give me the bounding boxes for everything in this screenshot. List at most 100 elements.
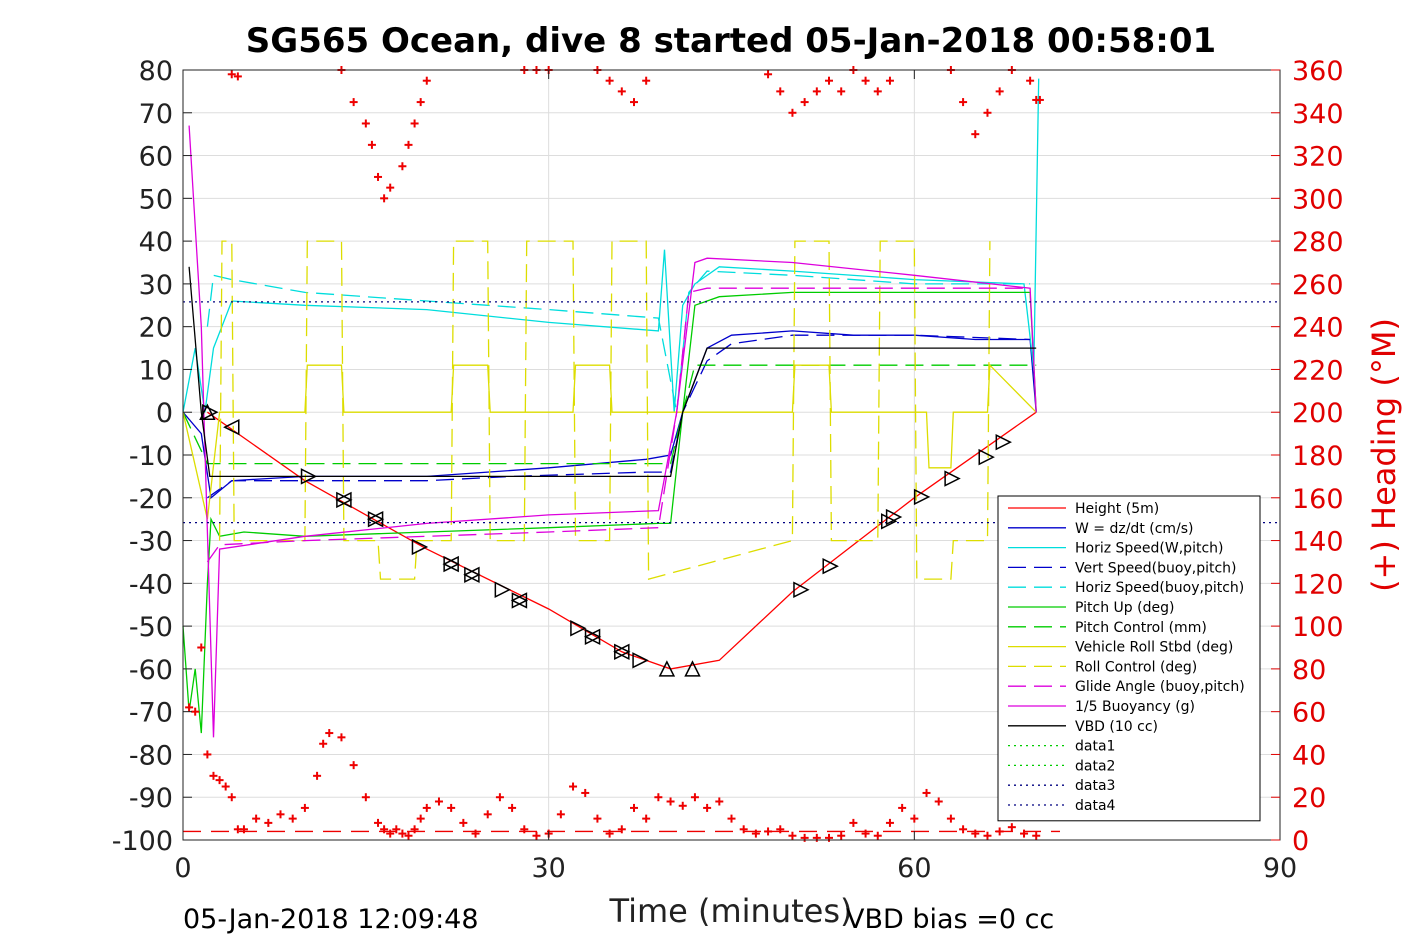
x-tick-label: 30	[531, 853, 565, 884]
y-tick-label: -60	[129, 655, 173, 686]
heading-point	[203, 750, 212, 759]
heading-point	[849, 818, 858, 827]
y2-tick-label: 40	[1292, 740, 1326, 771]
heading-point	[1020, 829, 1029, 838]
footer-timestamp: 05-Jan-2018 12:09:48	[183, 904, 479, 935]
series-line-3	[207, 334, 1031, 499]
heading-point	[788, 831, 797, 840]
heading-point	[386, 183, 395, 192]
heading-point	[581, 788, 590, 797]
triangle-marker-right	[880, 513, 898, 530]
heading-point	[885, 76, 894, 85]
heading-point	[434, 797, 443, 806]
series-line-4	[206, 270, 1031, 413]
heading-point	[404, 831, 413, 840]
heading-point	[380, 825, 389, 834]
heading-point	[495, 793, 504, 802]
legend-entry: data4	[1075, 798, 1116, 814]
heading-point	[349, 761, 358, 770]
heading-point	[605, 76, 614, 85]
y2-tick-label: 360	[1292, 56, 1344, 87]
legend-entry: Pitch Up (deg)	[1075, 600, 1174, 616]
heading-point	[374, 172, 383, 181]
triangle-marker-right	[913, 488, 931, 506]
heading-point	[209, 771, 218, 780]
heading-point	[221, 782, 230, 791]
legend: Height (5m) W = dz/dt (cm/s) Horiz Speed(W…	[997, 495, 1261, 822]
heading-point	[361, 793, 370, 802]
heading-point	[800, 833, 809, 842]
series-line-9	[206, 287, 1031, 563]
heading-point	[690, 793, 699, 802]
triangle-marker-left	[510, 592, 528, 609]
y-tick-label: -100	[112, 826, 173, 857]
heading-point	[1032, 95, 1041, 104]
legend-entry: Roll Control (deg)	[1075, 659, 1197, 675]
heading-point	[812, 833, 821, 842]
footer-vbd-bias: VBD bias =0 cc	[846, 904, 1054, 935]
y-tick-label: -10	[129, 441, 173, 472]
heading-point	[398, 829, 407, 838]
heading-point	[361, 119, 370, 128]
legend-entry: Vehicle Roll Stbd (deg)	[1075, 640, 1233, 656]
triangle-marker-right	[202, 404, 219, 421]
heading-point	[374, 818, 383, 827]
heading-point	[703, 803, 712, 812]
triangle-marker-left	[442, 555, 459, 573]
heading-point	[861, 76, 870, 85]
heading-point	[654, 793, 663, 802]
heading-point	[416, 98, 425, 107]
y2-tick-label: 120	[1292, 569, 1344, 600]
y2-tick-label: 340	[1292, 99, 1344, 130]
heading-point	[1007, 823, 1016, 832]
series-line-8	[218, 240, 991, 580]
heading-point	[349, 98, 358, 107]
x-tick-label: 60	[897, 853, 931, 884]
series-line-7	[182, 363, 1037, 520]
heading-point	[825, 76, 834, 85]
heading-point	[422, 76, 431, 85]
triangle-marker-left	[335, 491, 352, 509]
y-tick-label: 50	[139, 184, 173, 215]
heading-point	[837, 87, 846, 96]
heading-point	[629, 98, 638, 107]
series-line-10	[188, 125, 1037, 738]
triangle-marker-right	[494, 581, 512, 598]
heading-point	[837, 831, 846, 840]
heading-point	[410, 825, 419, 834]
heading-point	[227, 70, 236, 79]
heading-point	[197, 643, 206, 652]
heading-point	[617, 87, 626, 96]
heading-point	[764, 70, 773, 79]
legend-entry: data1	[1075, 739, 1115, 755]
y2-tick-label: 280	[1292, 227, 1344, 258]
y2-tick-label: 300	[1292, 184, 1344, 215]
y2-tick-label: 220	[1292, 355, 1344, 386]
heading-point	[416, 814, 425, 823]
y2-tick-label: 0	[1292, 826, 1309, 857]
heading-point	[825, 833, 834, 842]
heading-point	[678, 801, 687, 810]
triangle-marker-up	[684, 660, 701, 677]
y2-tick-label: 200	[1292, 398, 1344, 429]
heading-point	[861, 829, 870, 838]
heading-point	[264, 818, 273, 827]
y-tick-label: 40	[139, 227, 173, 258]
legend-entry: data3	[1075, 778, 1115, 794]
heading-point	[995, 827, 1004, 836]
heading-point	[629, 803, 638, 812]
heading-point	[873, 87, 882, 96]
heading-point	[447, 803, 456, 812]
heading-point	[239, 825, 248, 834]
y-tick-label: 30	[139, 270, 173, 301]
y2-tick-label: 80	[1292, 655, 1326, 686]
heading-point	[764, 827, 773, 836]
heading-point	[983, 108, 992, 117]
plot-area	[182, 66, 1280, 842]
heading-point	[812, 87, 821, 96]
triangle-marker-right	[570, 620, 587, 637]
heading-point	[410, 119, 419, 128]
heading-point	[569, 782, 578, 791]
heading-point	[800, 98, 809, 107]
